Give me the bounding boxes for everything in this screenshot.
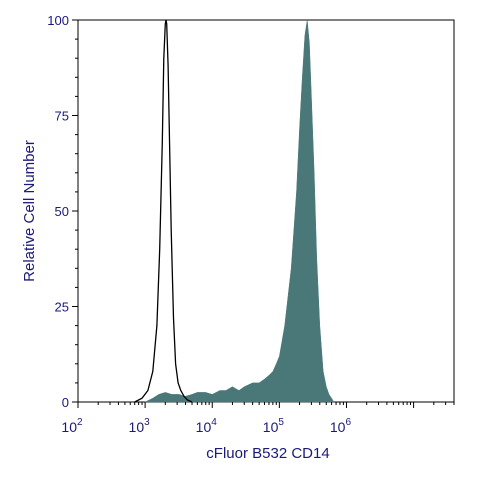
x-tick-label: 102: [61, 417, 83, 435]
y-tick-label: 0: [62, 395, 69, 410]
series-filled-histogram: [144, 19, 335, 403]
series-outline-histogram: [134, 19, 193, 403]
y-tick-label: 50: [55, 204, 69, 219]
x-tick-label: 105: [263, 417, 285, 435]
y-tick-label: 75: [55, 109, 69, 124]
x-axis-title: cFluor B532 CD14: [206, 445, 329, 462]
y-tick-label: 100: [47, 13, 69, 28]
plot-frame: [77, 19, 455, 403]
x-tick-label: 103: [129, 417, 151, 435]
y-tick-label: 25: [55, 300, 69, 315]
y-axis-title: Relative Cell Number: [21, 140, 38, 282]
x-tick-label: 106: [330, 417, 352, 435]
y-axis: 0 25 50 75 100: [47, 13, 78, 410]
series-group: [134, 19, 335, 403]
x-tick-label: 104: [196, 417, 218, 435]
x-axis: 102 103 104 105 106: [61, 402, 455, 435]
